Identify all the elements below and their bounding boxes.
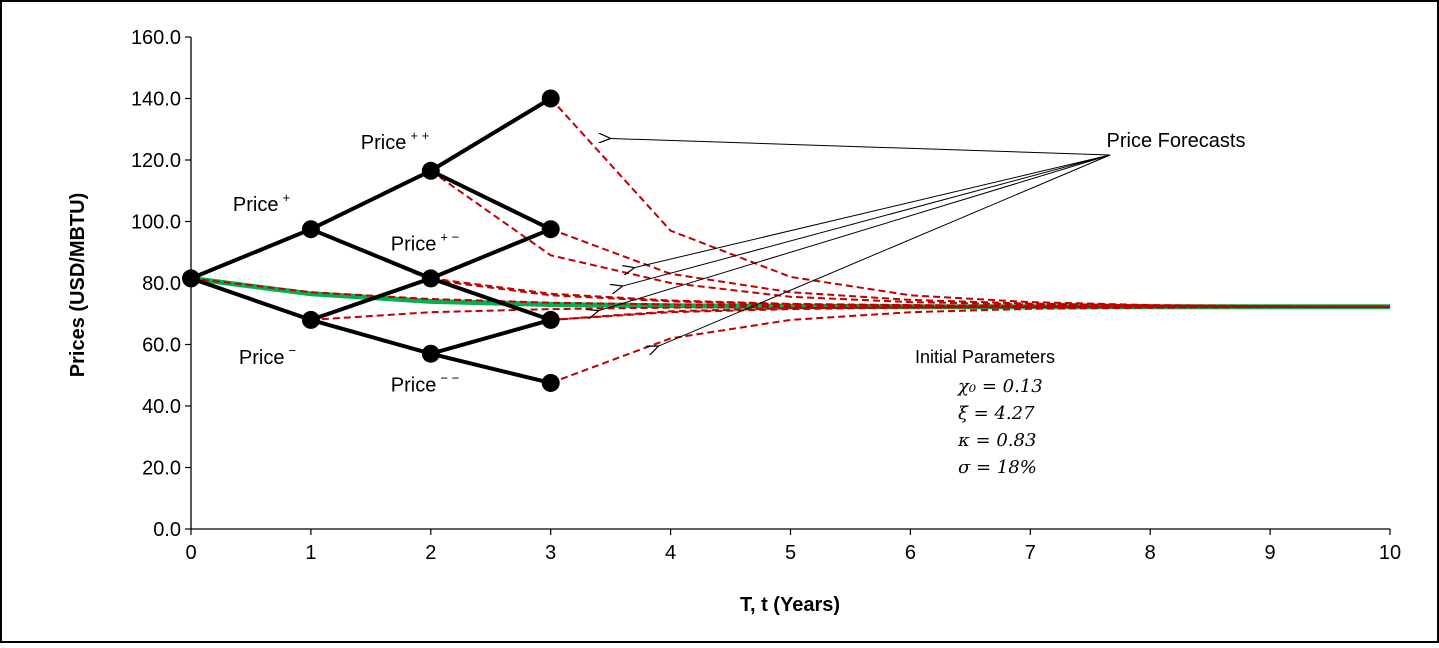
parameters-title: Initial Parameters bbox=[915, 347, 1055, 367]
x-tick-label: 9 bbox=[1265, 542, 1276, 564]
y-tick-label: 40.0 bbox=[142, 396, 181, 418]
tree-node bbox=[541, 373, 560, 392]
tree-branch bbox=[428, 96, 553, 173]
forecast-arrow bbox=[635, 154, 1111, 268]
tree-branch bbox=[308, 317, 433, 356]
tree-branch bbox=[189, 276, 313, 322]
tree-node bbox=[421, 344, 440, 363]
price-forecast-annotation: Price Forecasts bbox=[599, 130, 1246, 346]
x-tick-label: 1 bbox=[305, 542, 316, 564]
node-label-superscript: − bbox=[288, 343, 296, 358]
x-tick-label: 7 bbox=[1025, 542, 1036, 564]
tree-node bbox=[301, 310, 320, 329]
forecast-curve bbox=[549, 97, 1391, 308]
node-label-superscript: + + bbox=[410, 128, 429, 143]
y-tick-label: 140.0 bbox=[131, 89, 181, 111]
parameter-kappa: κ = 0.83 bbox=[957, 430, 1036, 451]
forecast-curve bbox=[190, 277, 1390, 308]
tree-branch bbox=[308, 168, 433, 232]
y-tick-label: 60.0 bbox=[142, 335, 181, 357]
tree-branch bbox=[428, 276, 553, 322]
x-tick-label: 10 bbox=[1379, 542, 1401, 564]
tree-branch bbox=[308, 227, 433, 281]
x-tick-label: 0 bbox=[185, 542, 196, 564]
tree-node bbox=[301, 220, 320, 239]
forecast-arrow bbox=[611, 138, 1111, 156]
forecast-arrow bbox=[623, 154, 1111, 286]
node-label-superscript: + − bbox=[440, 229, 459, 244]
node-label-superscript: − − bbox=[440, 371, 459, 386]
tree-branch bbox=[308, 276, 433, 322]
forecast-arrow bbox=[599, 154, 1111, 311]
price-forecasts-label: Price Forecasts bbox=[1107, 130, 1246, 152]
forecast-arrow bbox=[659, 154, 1111, 346]
forecast-curve bbox=[310, 305, 1390, 321]
x-tick-label: 3 bbox=[545, 542, 556, 564]
y-tick-label: 160.0 bbox=[131, 27, 181, 49]
tree-node bbox=[541, 310, 560, 329]
x-tick-label: 4 bbox=[665, 542, 676, 564]
parameter-chi: χ₀ = 0.13 bbox=[956, 376, 1043, 397]
x-tick-label: 5 bbox=[785, 542, 796, 564]
y-tick-label: 0.0 bbox=[153, 519, 181, 541]
y-tick-label: 100.0 bbox=[131, 212, 181, 234]
initial-parameters-box: Initial Parameters χ₀ = 0.13 ξ = 4.27 κ … bbox=[915, 347, 1055, 478]
parameter-sigma: σ = 18% bbox=[958, 457, 1037, 478]
x-tick-label: 6 bbox=[905, 542, 916, 564]
tree-node bbox=[541, 220, 560, 239]
forecast-lines-layer bbox=[190, 97, 1391, 384]
binomial-tree-layer bbox=[182, 89, 560, 392]
tree-node bbox=[421, 269, 440, 288]
y-tick-label: 120.0 bbox=[131, 150, 181, 172]
y-tick-label: 20.0 bbox=[142, 458, 181, 480]
forecast-curve bbox=[430, 277, 1390, 308]
tree-node bbox=[182, 269, 200, 288]
y-tick-label: 80.0 bbox=[142, 273, 181, 295]
node-labels-layer: Price +Price + +Price + −Price −Price − − bbox=[233, 128, 459, 397]
parameter-xi: ξ = 4.27 bbox=[958, 403, 1035, 424]
x-axis-title: T, t (Years) bbox=[740, 594, 840, 616]
y-axis-title: Prices (USD/MBTU) bbox=[67, 193, 89, 377]
tree-branch bbox=[428, 351, 553, 385]
x-tick-label: 2 bbox=[425, 542, 436, 564]
tree-node bbox=[541, 89, 560, 108]
node-label-superscript: + bbox=[282, 190, 290, 205]
tree-branch bbox=[428, 227, 553, 281]
axes: 0.0 20.0 40.0 60.0 80.0 100.0 120.0 140.0 160.0 0… bbox=[131, 27, 1401, 564]
tree-branch bbox=[428, 317, 553, 356]
x-tick-label: 8 bbox=[1145, 542, 1156, 564]
tree-branch bbox=[428, 168, 553, 232]
tree-node bbox=[421, 161, 440, 180]
tree-branch bbox=[189, 227, 313, 281]
